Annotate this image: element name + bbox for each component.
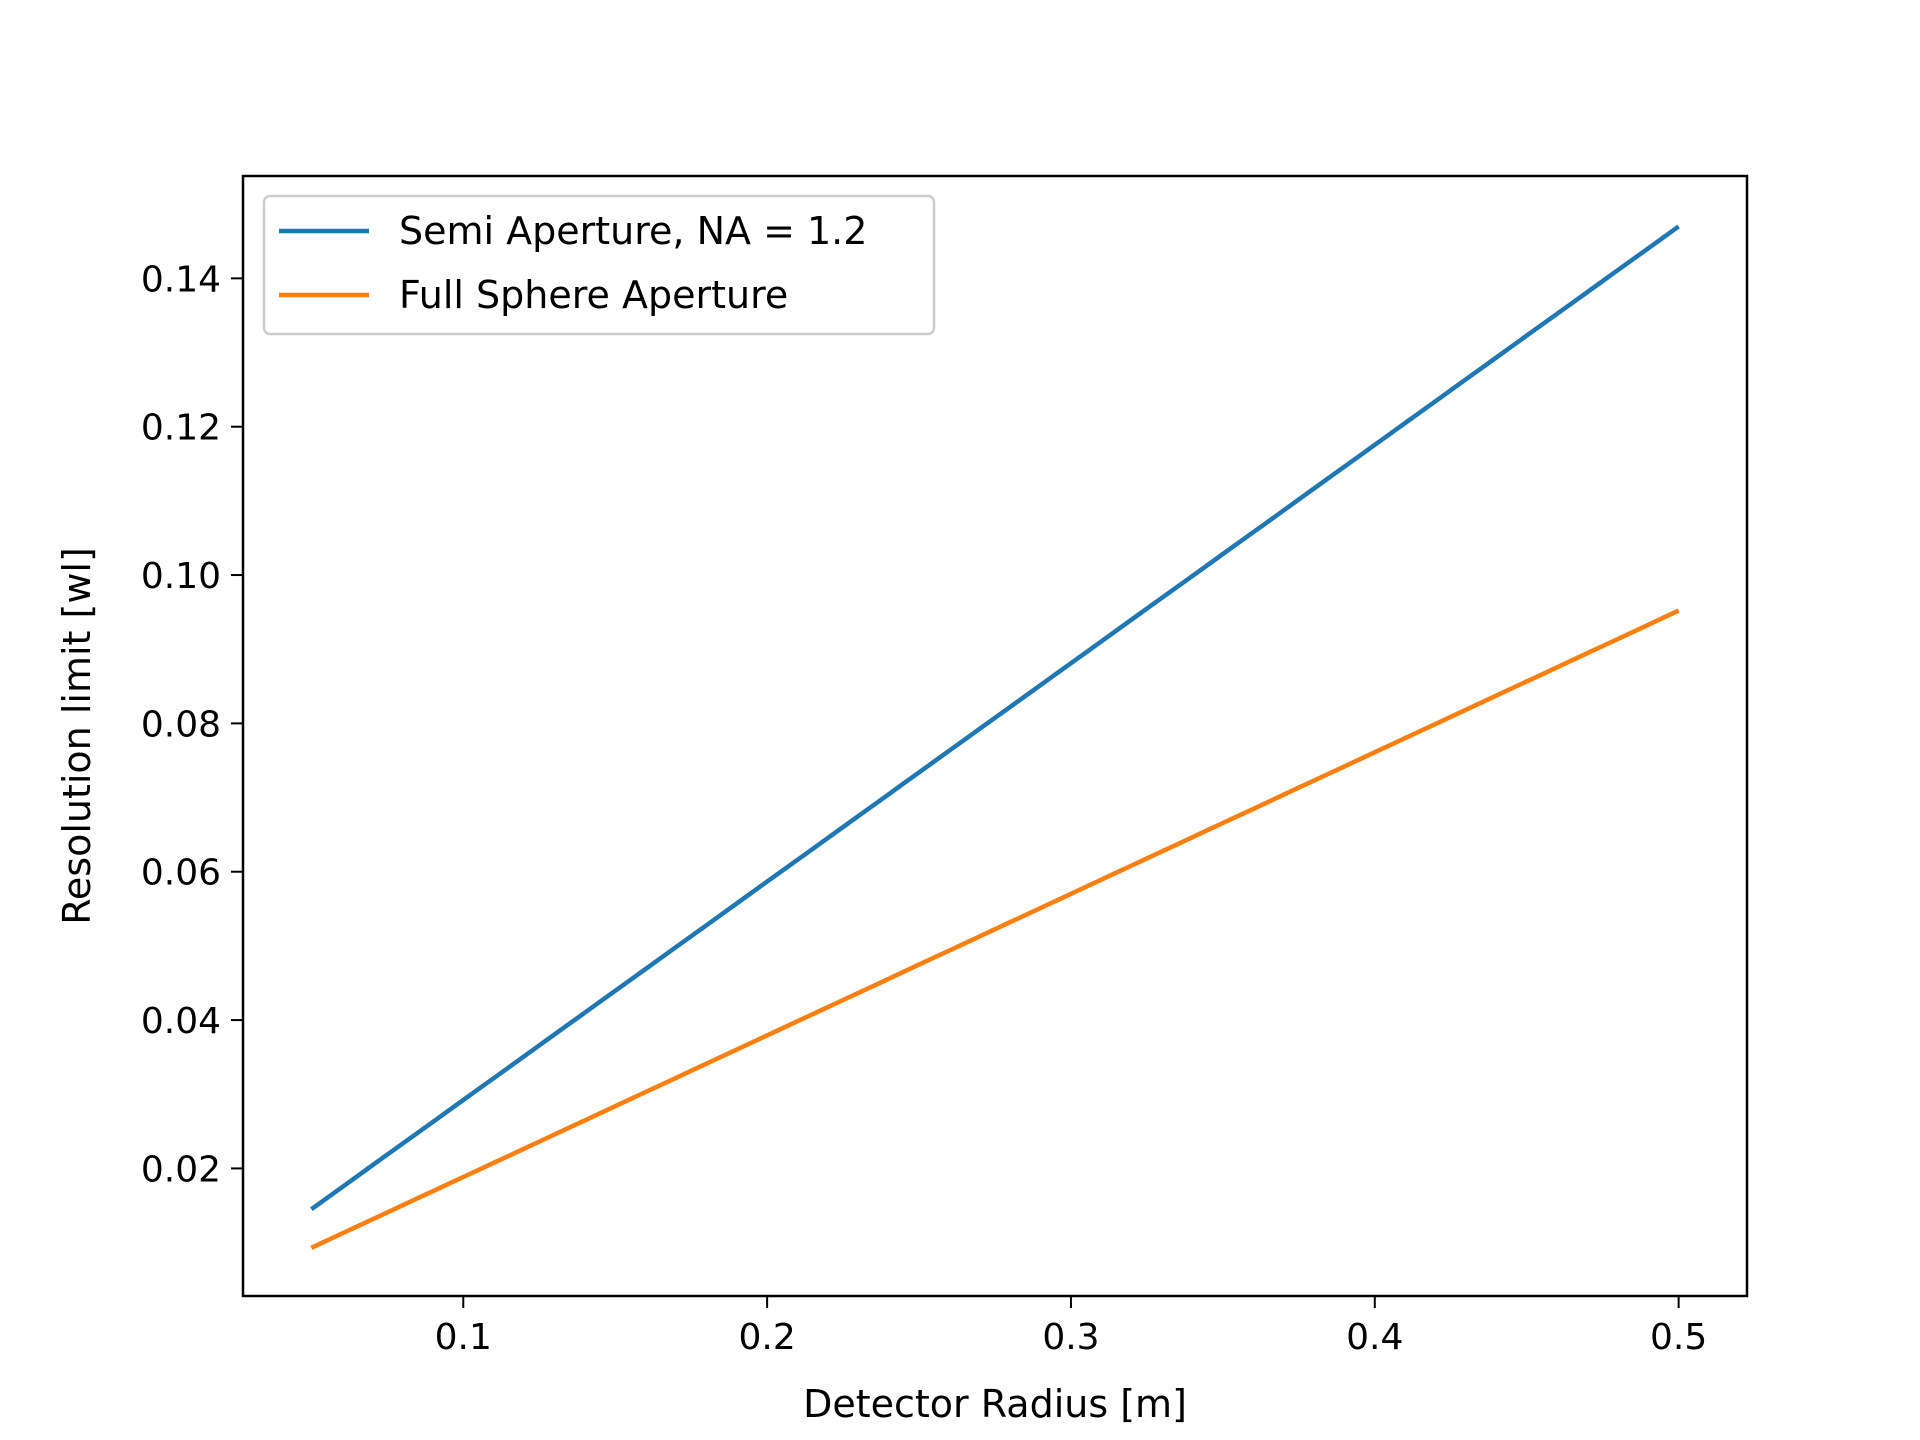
y-tick-label: 0.02 bbox=[141, 1149, 221, 1190]
x-tick-label: 0.4 bbox=[1346, 1317, 1403, 1358]
y-axis-label: Resolution limit [wl] bbox=[55, 547, 99, 925]
x-axis: 0.1 0.2 0.3 0.4 0.5 bbox=[435, 1296, 1707, 1358]
y-tick-label: 0.10 bbox=[141, 556, 221, 597]
y-tick-label: 0.12 bbox=[141, 408, 221, 449]
x-tick-label: 0.5 bbox=[1650, 1317, 1707, 1358]
y-tick-label: 0.04 bbox=[141, 1001, 221, 1042]
series-line-1 bbox=[310, 608, 1680, 1250]
x-tick-label: 0.1 bbox=[435, 1317, 492, 1358]
legend-label-0: Semi Aperture, NA = 1.2 bbox=[399, 209, 867, 253]
series-layer bbox=[310, 224, 1680, 1250]
series-line-0 bbox=[310, 224, 1680, 1212]
x-tick-label: 0.3 bbox=[1042, 1317, 1099, 1358]
legend-items: Semi Aperture, NA = 1.2 Full Sphere Apert… bbox=[279, 209, 867, 317]
y-axis: 0.02 0.04 0.06 0.08 0.10 0.12 0.14 bbox=[141, 259, 243, 1190]
y-tick-label: 0.14 bbox=[141, 259, 221, 300]
x-axis-label: Detector Radius [m] bbox=[803, 1382, 1187, 1426]
legend-label-1: Full Sphere Aperture bbox=[399, 273, 788, 317]
x-tick-label: 0.2 bbox=[738, 1317, 795, 1358]
y-tick-label: 0.08 bbox=[141, 704, 221, 745]
y-tick-label: 0.06 bbox=[141, 853, 221, 894]
legend-box bbox=[262, 194, 936, 336]
plot-frame bbox=[241, 174, 1749, 1298]
legend: Semi Aperture, NA = 1.2 Full Sphere Apert… bbox=[262, 194, 936, 336]
